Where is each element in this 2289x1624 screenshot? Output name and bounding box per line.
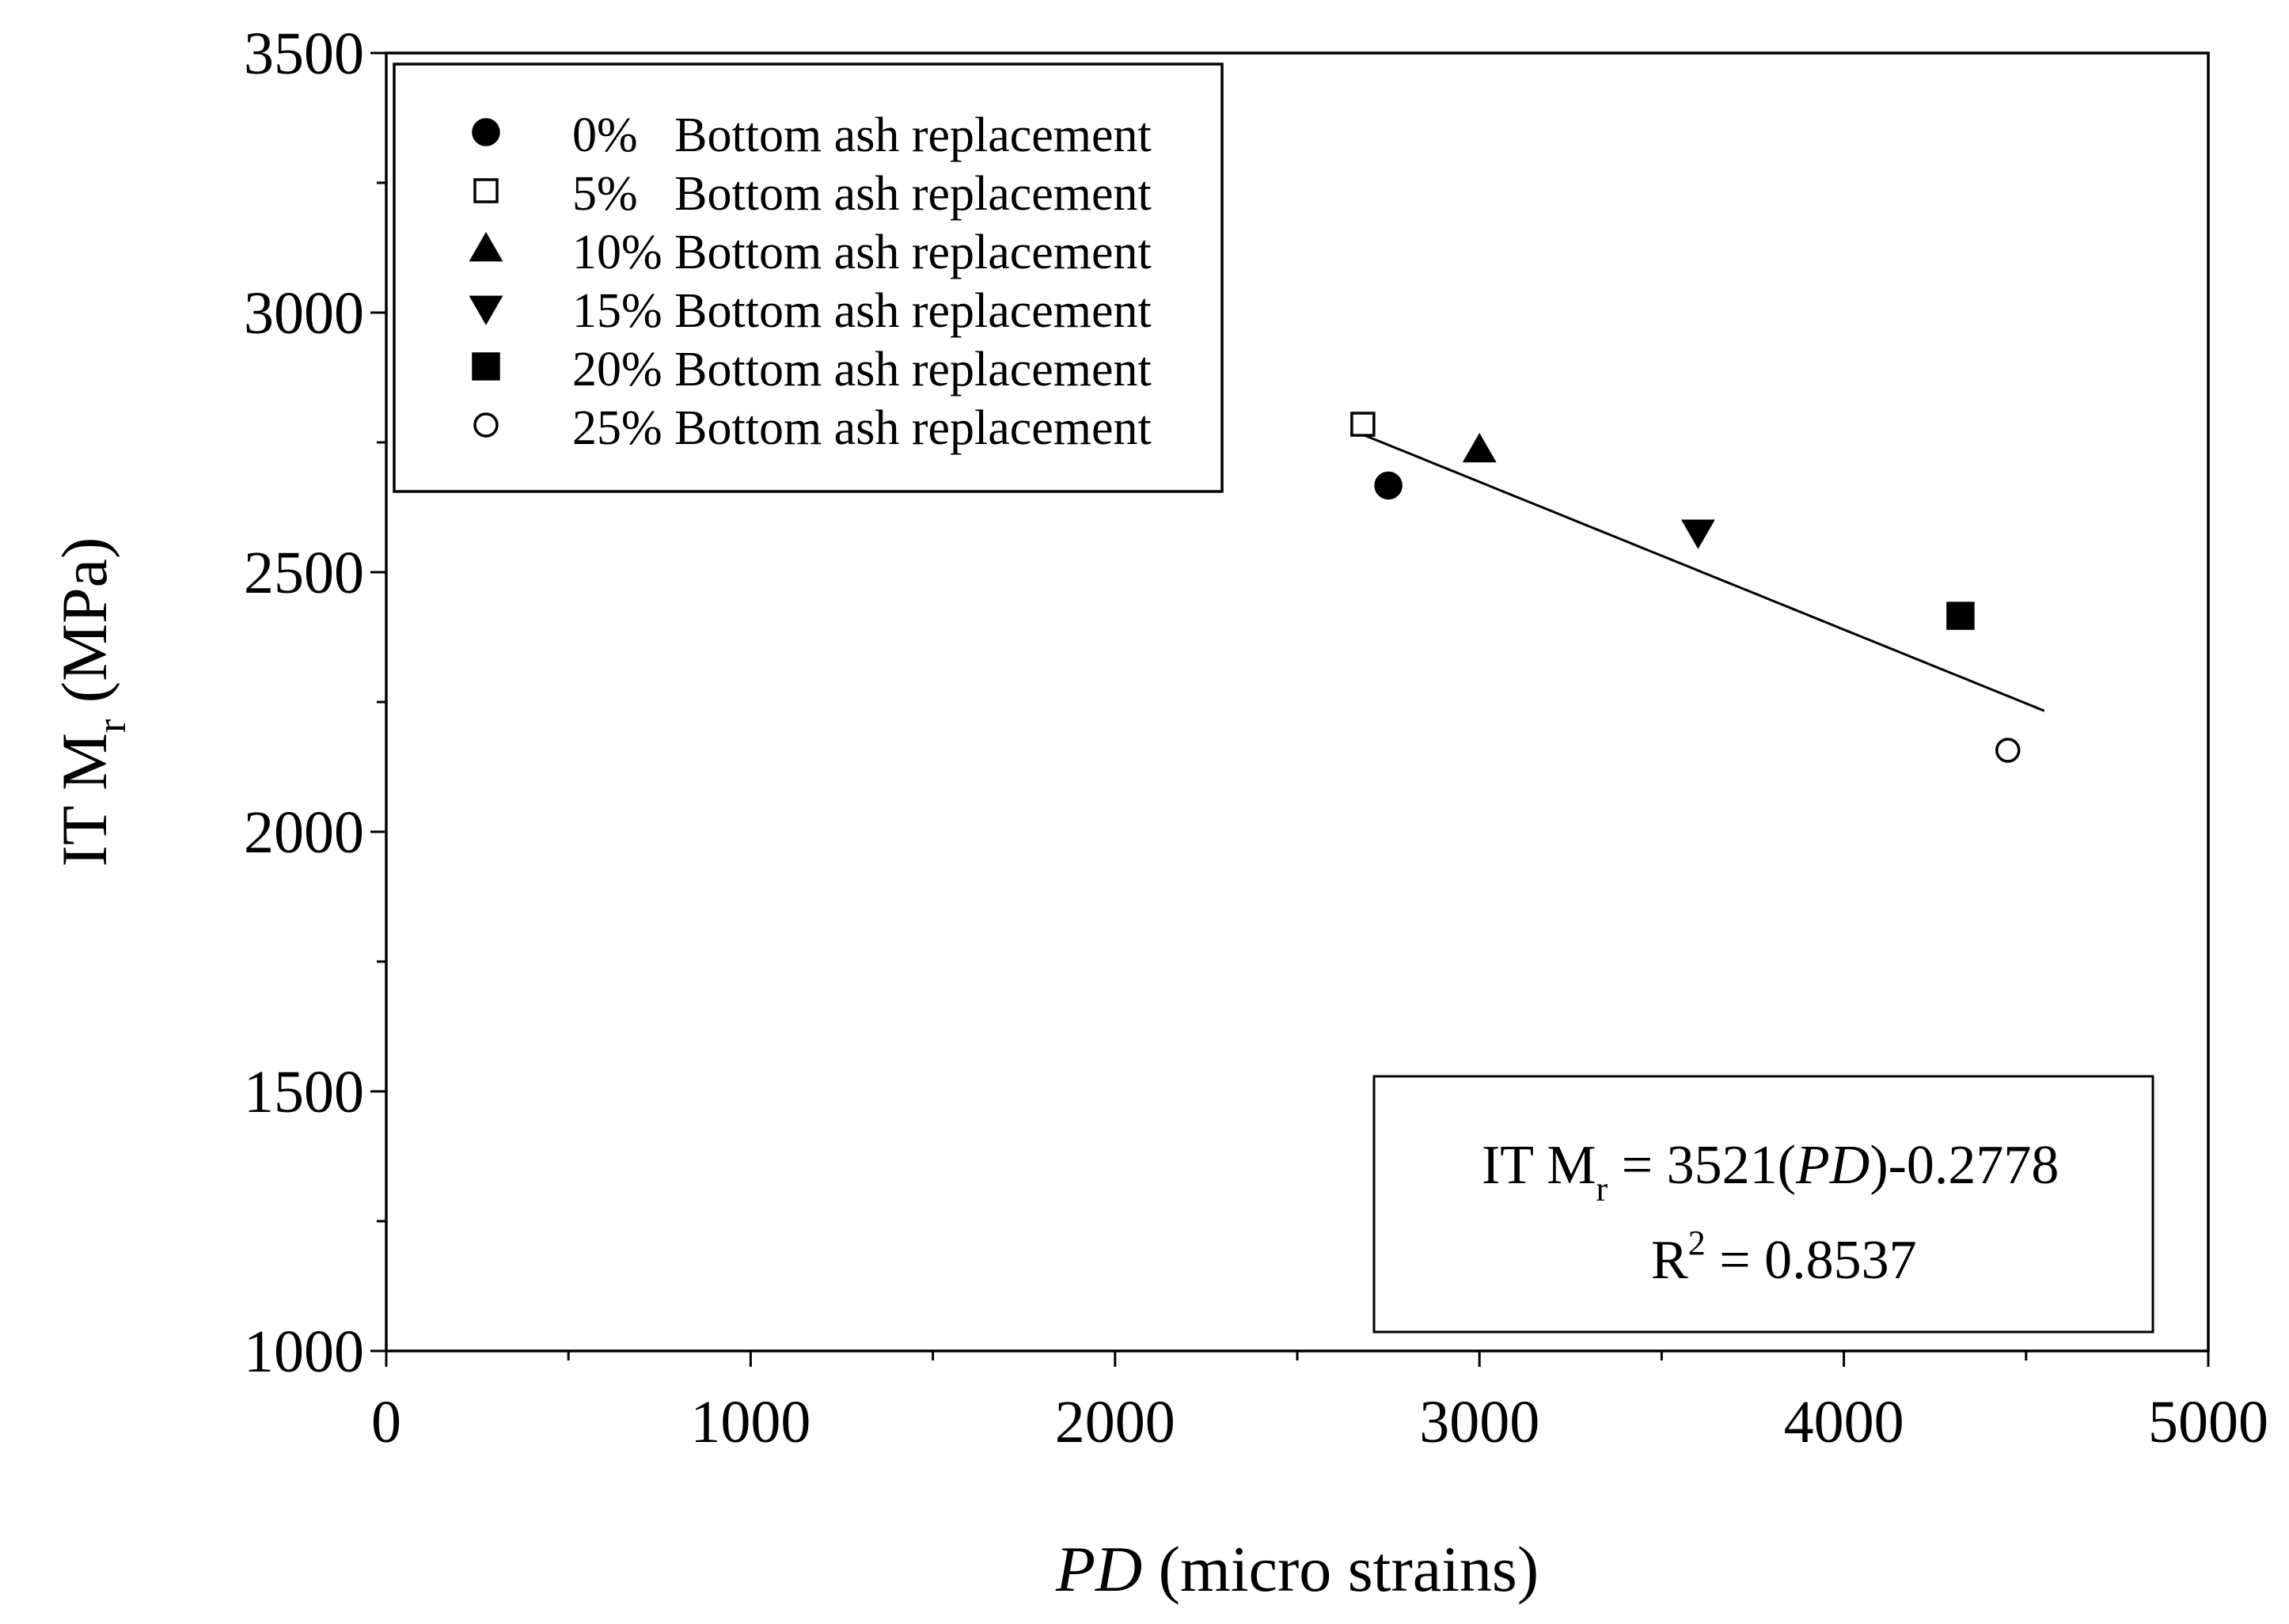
- data-point: [1681, 519, 1715, 549]
- legend-label: 20% Bottom ash replacement: [572, 343, 1152, 397]
- legend-label: 25% Bottom ash replacement: [572, 401, 1152, 455]
- legend-label: 5% Bottom ash replacement: [572, 167, 1152, 221]
- data-markers: [1350, 412, 2021, 763]
- y-tick-label: 2000: [244, 799, 364, 866]
- fit-curve: [1362, 433, 2045, 712]
- legend-marker: [469, 232, 503, 262]
- legend-marker: [469, 295, 503, 325]
- x-tick-label: 1000: [690, 1389, 810, 1455]
- y-tick-label: 2500: [244, 540, 364, 606]
- legend-label: 10% Bottom ash replacement: [572, 226, 1152, 279]
- x-tick-label: 2000: [1055, 1389, 1175, 1455]
- y-axis-title-base: IT M: [48, 733, 120, 867]
- y-axis-title-rest: (MPa): [48, 537, 120, 719]
- data-point: [1350, 412, 1376, 437]
- fit-equation-sub: r: [1596, 1170, 1608, 1209]
- legend-label: 15% Bottom ash replacement: [572, 284, 1152, 338]
- legend-marker: [473, 178, 499, 203]
- y-tick-label: 3500: [244, 21, 364, 87]
- legend-marker: [472, 118, 500, 146]
- y-tick-label: 1000: [244, 1319, 364, 1385]
- r-squared-sup: 2: [1688, 1224, 1706, 1262]
- x-axis-title-rest: (micro strains): [1142, 1533, 1539, 1605]
- fit-equation-var: PD: [1795, 1135, 1870, 1196]
- x-tick-label: 3000: [1419, 1389, 1539, 1455]
- fit-equation-mid: = 3521(: [1608, 1135, 1796, 1196]
- y-axis-title-sub: r: [89, 719, 135, 733]
- r-squared-base: R: [1651, 1230, 1688, 1291]
- y-axis-ticks: [370, 51, 386, 1353]
- fit-equation-tail: )-0.2778: [1870, 1135, 2059, 1196]
- legend-marker: [472, 352, 500, 381]
- equation-box: IT Mr = 3521(PD)-0.2778 R2 = 0.8537: [1372, 1075, 2154, 1334]
- x-axis-title: PD (micro strains): [1055, 1533, 1539, 1605]
- y-axis-title: IT Mr (MPa): [48, 537, 135, 867]
- legend-box: [393, 63, 1224, 493]
- data-point: [1995, 738, 2021, 763]
- x-tick-label: 4000: [1784, 1389, 1904, 1455]
- fit-equation: IT Mr = 3521(PD)-0.2778: [1482, 1135, 2059, 1209]
- x-axis-ticks: [385, 1351, 2210, 1367]
- r-squared-value: = 0.8537: [1706, 1230, 1917, 1291]
- legend-label: 0% Bottom ash replacement: [572, 108, 1152, 162]
- x-axis-title-italic: PD: [1055, 1533, 1142, 1605]
- r-squared: R2 = 0.8537: [1651, 1224, 1917, 1291]
- y-tick-label: 1500: [244, 1059, 364, 1125]
- legend-marker: [473, 412, 499, 438]
- x-tick-label: 0: [371, 1389, 401, 1455]
- data-point: [1462, 432, 1497, 463]
- x-axis-tick-labels: 0 1000 2000 3000 4000 5000: [371, 1389, 2268, 1455]
- equation-box-frame: [1372, 1075, 2154, 1334]
- fit-equation-lhs: IT M: [1482, 1135, 1596, 1196]
- y-tick-label: 3000: [244, 280, 364, 347]
- y-axis-tick-labels: 1000 1500 2000 2500 3000 3500: [244, 21, 364, 1385]
- data-point: [1374, 471, 1403, 500]
- x-tick-label: 5000: [2148, 1389, 2268, 1455]
- data-point: [1946, 601, 1975, 630]
